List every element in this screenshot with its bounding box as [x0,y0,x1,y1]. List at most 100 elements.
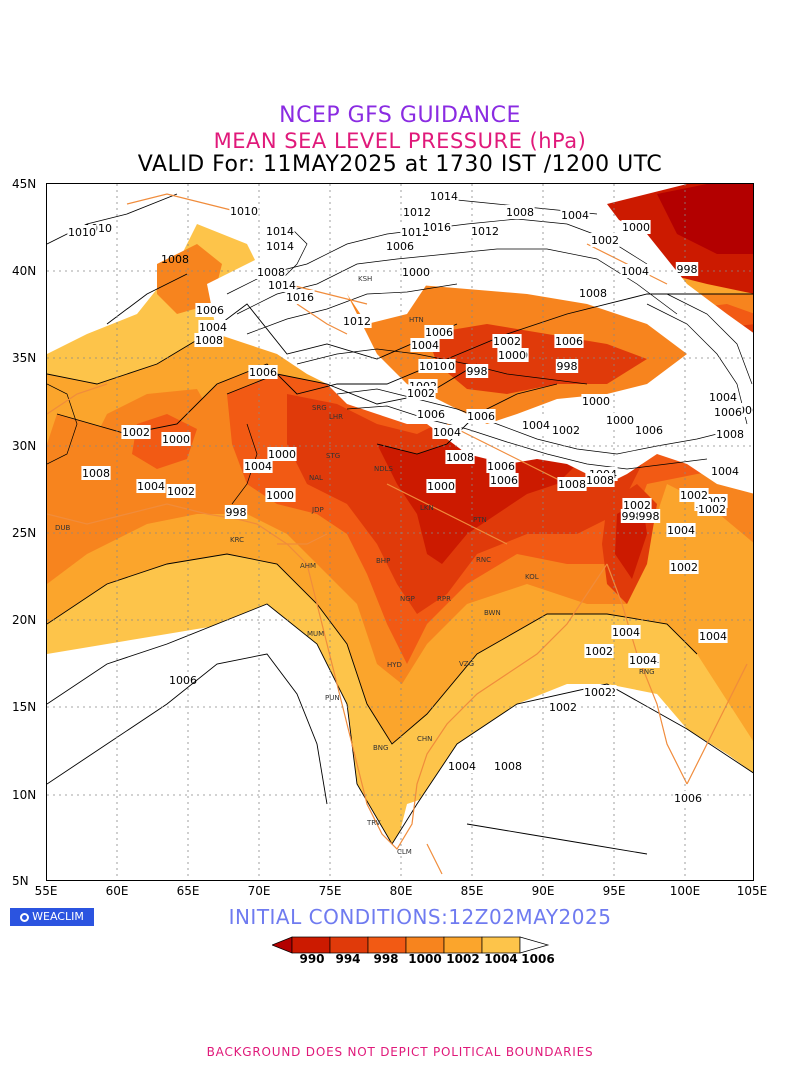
contour-label: 1006 [634,423,664,437]
contour-label-box [445,450,475,464]
contour-label-text: 1008 [494,760,522,773]
contour-label-text: 1000 [402,266,430,279]
logo-text: WEACLIM [32,910,84,923]
city-label: TRV [366,819,381,827]
contour-label-text: 1004 [561,209,589,222]
legend-swatch-4 [405,936,445,954]
contour-label-text: 1002 [698,503,726,516]
band-afghan [157,244,222,314]
contour-label-box [401,265,431,279]
legend-label-1000: 1000 [408,952,442,966]
contour-label-box [161,432,191,446]
city-label: VZG [459,660,474,668]
contour-label-text: 1004 [667,524,695,537]
contour-label-text: 1014 [430,190,458,203]
city-label: RNC [476,556,491,564]
contour-label-text: 1006 [674,792,702,805]
contour-label-box [342,314,372,328]
thin-contour-label: 1006 [169,674,197,687]
contour-label: 1012 [470,224,500,238]
city-label: BNG [373,744,388,752]
contour-label-text: 1006 [490,474,518,487]
contour-label-text: 1000 [268,448,296,461]
legend-label-990: 990 [299,952,325,966]
contour-label-box [385,239,415,253]
contour-label-box [713,405,743,419]
band-ne-core [657,184,753,254]
contour-label-box [585,473,615,487]
contour-label-box [679,488,709,502]
contour-label-box [429,189,459,203]
weaclim-logo: WEACLIM [10,908,94,926]
contour-label: 1008 [493,759,523,773]
lon-label-105e: 105E [736,884,768,898]
contour-label: 1004 [620,264,650,278]
contour-label-box [708,390,738,404]
contour-label-text: 1002 [552,424,580,437]
contour-label-box [285,290,315,304]
contour-label-box [628,653,658,667]
contour-label: 1004 [521,418,551,432]
lon-label-55e: 55E [34,884,58,898]
title-model: NCEP GFS GUIDANCE [279,103,521,128]
contour-label-text: 1002 [122,426,150,439]
contour-label: 1004 [198,320,228,334]
city-label: HYD [387,661,402,669]
contour-label: 1000 [267,447,297,461]
legend-swatch-below-990 [272,936,293,954]
contour-label-box [447,759,477,773]
contour-label-text: 1002 [670,561,698,574]
contour-label-box [634,423,664,437]
legend-swatch-above-1006 [519,936,550,954]
contour-label: 1004 [666,523,696,537]
contour-label: 1006 [489,473,519,487]
contour-label-text: 1012 [343,315,371,328]
contour-label: 1012 [402,205,432,219]
contour-label: 1004 [243,459,273,473]
contour-label: 998 [555,359,579,373]
contour-label-text: 1002 [549,701,577,714]
contour-label: 1016 [285,290,315,304]
contour-label-box [121,425,151,439]
contour-label: 1008 [505,205,535,219]
lat-label-10n: 10N [12,788,37,802]
contour-label-text: 1008 [558,478,586,491]
contour-label: 1002 [622,498,652,512]
contour-label-box [581,394,611,408]
contour-label-box [497,348,527,362]
contour-label-box [410,338,440,352]
contour-label-box [697,502,727,516]
contour-label-text: 1014 [266,225,294,238]
contour-label: 998 [637,509,661,523]
contour-label-box [548,700,578,714]
contour-label-text: 1000 [427,480,455,493]
contour-label-text: 1014 [268,279,296,292]
contour-label: 1004 [708,390,738,404]
contour-label-text: 1000 [622,221,650,234]
contour-label-text: 1008 [716,428,744,441]
contour-label: 1006 [673,791,703,805]
contour-label-box [673,791,703,805]
contour-label-box [418,359,448,373]
contour-label: 1012 [400,225,430,239]
contour-label-text: 1002 [407,387,435,400]
contour-label-text: 998 [639,510,660,523]
contour-label: 1002 [548,700,578,714]
contour-label-text: 1000 [498,349,526,362]
contour-label-text: 1000 [606,414,634,427]
contour-label-box [710,464,740,478]
legend-swatch-6 [481,936,521,954]
contour-label-box [622,498,652,512]
contour-label-box [248,365,278,379]
contour-label: 1014 [265,224,295,238]
city-label: JDP [311,506,324,514]
legend-label-998: 998 [373,952,399,966]
contour-label-box [557,477,587,491]
legend-swatch-2 [329,936,369,954]
contour-label-text: 1010 [68,226,96,239]
city-label: DUB [55,524,71,532]
city-label: KSH [358,275,372,283]
